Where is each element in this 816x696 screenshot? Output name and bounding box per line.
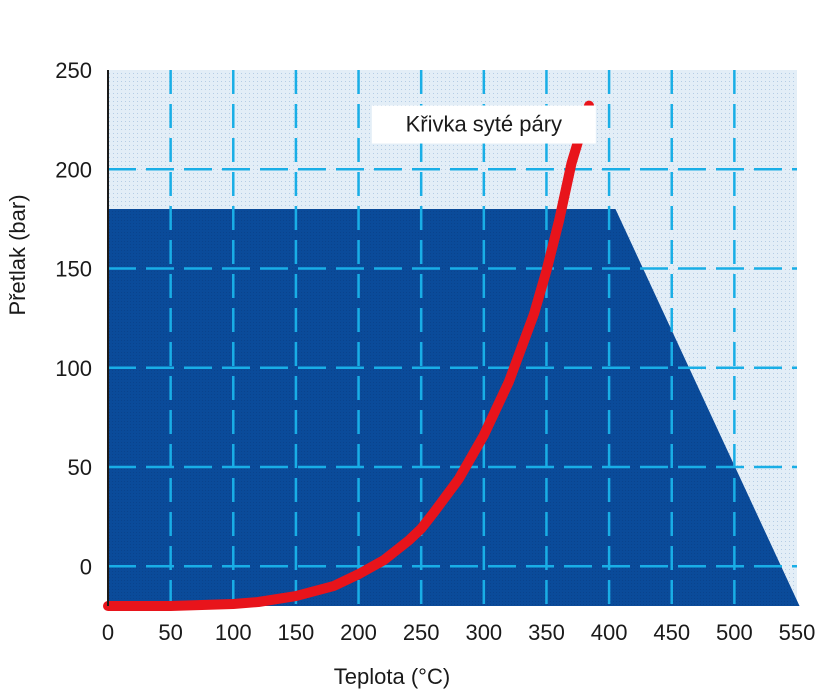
y-tick-label: 250 xyxy=(55,58,92,83)
x-tick-label: 200 xyxy=(340,620,377,645)
y-tick-label: 150 xyxy=(55,257,92,282)
x-tick-label: 150 xyxy=(278,620,315,645)
saturation-curve-line xyxy=(103,100,594,611)
y-tick-label: 50 xyxy=(68,455,92,480)
x-tick-label: 300 xyxy=(465,620,502,645)
x-tick-label: 100 xyxy=(215,620,252,645)
y-tick-label: 100 xyxy=(55,356,92,381)
x-tick-label: 0 xyxy=(102,620,114,645)
annotation-background xyxy=(371,105,596,144)
y-axis-title: Přetlak (bar) xyxy=(5,194,30,315)
y-tick-label: 0 xyxy=(80,554,92,579)
operating-region-texture xyxy=(108,209,800,606)
x-tick-label: 500 xyxy=(716,620,753,645)
x-tick-label: 50 xyxy=(158,620,182,645)
x-tick-label: 550 xyxy=(779,620,816,645)
x-axis-title: Teplota (°C) xyxy=(334,664,450,689)
x-tick-label: 400 xyxy=(591,620,628,645)
x-tick-label: 450 xyxy=(653,620,690,645)
y-tick-label: 200 xyxy=(55,157,92,182)
x-tick-label: 250 xyxy=(403,620,440,645)
x-tick-label: 350 xyxy=(528,620,565,645)
saturation-curve-annotation: Křivka syté páry xyxy=(406,112,563,137)
